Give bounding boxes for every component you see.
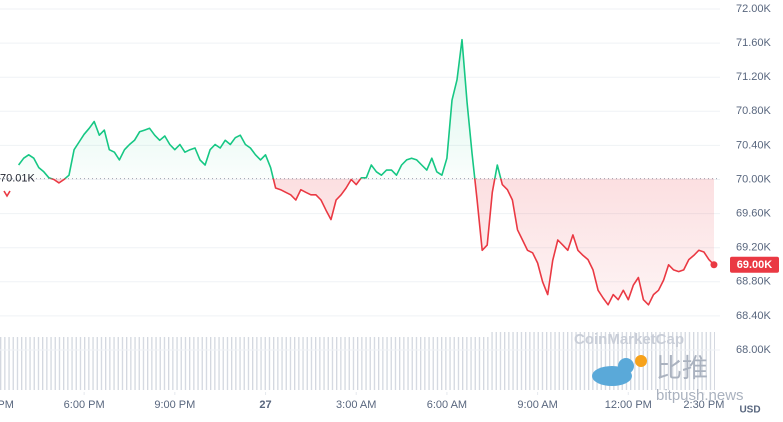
y-tick-label: 71.20K	[736, 71, 772, 83]
x-tick-label: 2:30 PM	[683, 399, 724, 411]
source-url: bitpush.news	[656, 387, 744, 404]
x-tick-label: 12:00 PM	[605, 399, 652, 411]
x-tick-label: 6:00 PM	[64, 399, 105, 411]
y-tick-label: 70.80K	[736, 105, 772, 117]
y-tick-label: 68.40K	[736, 310, 772, 322]
y-tick-label: 68.80K	[736, 276, 772, 288]
y-tick-label: 69.60K	[736, 208, 772, 220]
x-tick-label: 9:00 AM	[517, 399, 557, 411]
y-tick-label: 69.20K	[736, 242, 772, 254]
y-tick-label: 68.00K	[736, 344, 772, 356]
x-tick-label: 27	[259, 399, 271, 411]
x-tick-label: 3:00 PM	[0, 399, 14, 411]
bird-logo	[592, 355, 647, 386]
y-tick-label: 72.00K	[736, 3, 772, 15]
volume-bars	[0, 337, 490, 390]
area-fill	[18, 39, 715, 305]
price-line	[17, 38, 715, 306]
plot: 72.00K 71.60K 71.20K 70.80K 70.40K 70.00K 69.6…	[0, 3, 779, 411]
price-tag-label: 69.00K	[737, 259, 773, 271]
y-tick-label: 70.40K	[736, 139, 772, 151]
x-tick-label: 9:00 PM	[154, 399, 195, 411]
source-logo: 比推	[656, 353, 708, 383]
x-tick-label: 3:00 AM	[336, 399, 376, 411]
y-tick-label: 70.00K	[736, 173, 772, 185]
x-tick-label: 6:00 AM	[427, 399, 467, 411]
watermark: CoinMarketCap	[574, 331, 684, 348]
price-tag	[730, 256, 779, 273]
last-point	[710, 261, 718, 269]
currency: USD	[739, 405, 760, 416]
y-tick-label: 71.60K	[736, 37, 772, 49]
down-chevron	[3, 190, 11, 198]
